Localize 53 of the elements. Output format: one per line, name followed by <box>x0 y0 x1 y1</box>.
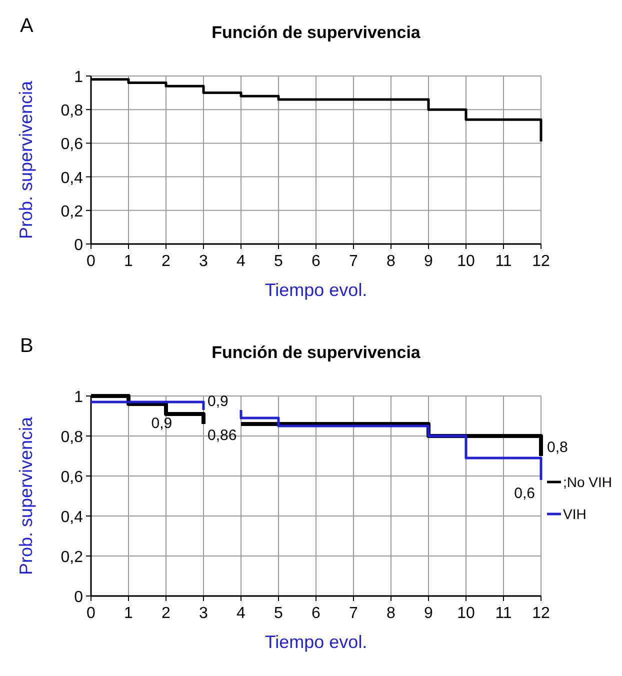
y-tick-label: 0,8 <box>60 429 84 446</box>
x-tick-label: 1 <box>124 253 134 270</box>
y-tick-label: 0,2 <box>60 203 84 220</box>
x-tick-label: 11 <box>495 605 512 622</box>
legend-label: ;No VIH <box>563 474 612 490</box>
x-axis-title: Tiempo evol. <box>264 280 368 300</box>
x-tick-label: 2 <box>162 605 171 622</box>
y-tick-label: 0,6 <box>60 469 84 486</box>
x-tick-label: 12 <box>532 605 550 622</box>
y-tick-label: 0,8 <box>60 102 84 120</box>
annotation: 0,8 <box>547 439 568 456</box>
x-tick-label: 1 <box>124 605 134 622</box>
annotation: 0,86 <box>208 427 237 444</box>
annotation: 0,9 <box>151 415 172 432</box>
x-tick-label: 4 <box>236 253 246 270</box>
y-tick-label: 1 <box>74 69 84 86</box>
x-axis-title: Tiempo evol. <box>264 632 368 652</box>
y-tick-label: 0 <box>74 237 84 254</box>
x-tick-label: 10 <box>457 605 475 622</box>
y-tick-label: 0,2 <box>60 549 84 566</box>
x-tick-label: 2 <box>162 253 171 270</box>
x-tick-label: 6 <box>312 253 321 270</box>
x-tick-label: 0 <box>86 253 96 270</box>
x-tick-label: 9 <box>424 605 434 622</box>
x-tick-label: 7 <box>349 605 358 622</box>
x-tick-label: 11 <box>495 253 512 270</box>
y-tick-label: 0,4 <box>60 509 84 526</box>
x-tick-label: 5 <box>274 605 284 622</box>
chart-title: Función de supervivencia <box>212 343 421 362</box>
annotation: 0,6 <box>514 485 535 502</box>
x-tick-label: 0 <box>86 605 96 622</box>
annotation: 0,9 <box>208 393 228 410</box>
y-tick-label: 0,4 <box>60 170 84 187</box>
y-axis-title: Prob. supervivencia <box>16 80 36 240</box>
y-tick-label: 0,6 <box>60 136 84 154</box>
chart-title: Función de supervivencia <box>212 23 421 42</box>
x-tick-label: 4 <box>236 605 246 622</box>
x-tick-label: 8 <box>386 253 396 270</box>
x-tick-label: 10 <box>457 253 475 270</box>
x-tick-label: 5 <box>274 253 284 270</box>
text: A <box>20 15 34 37</box>
y-tick-label: 1 <box>74 389 84 406</box>
x-tick-label: 12 <box>532 253 550 270</box>
text: B <box>20 335 34 357</box>
y-tick-label: 0 <box>74 589 84 606</box>
x-tick-label: 7 <box>349 253 358 270</box>
legend-label: VIH <box>563 506 586 522</box>
y-axis-title: Prob. supervivencia <box>16 416 36 576</box>
x-tick-label: 8 <box>386 605 396 622</box>
x-tick-label: 6 <box>312 605 321 622</box>
x-tick-label: 9 <box>424 253 434 270</box>
x-tick-label: 3 <box>199 253 208 270</box>
x-tick-label: 3 <box>199 605 208 622</box>
